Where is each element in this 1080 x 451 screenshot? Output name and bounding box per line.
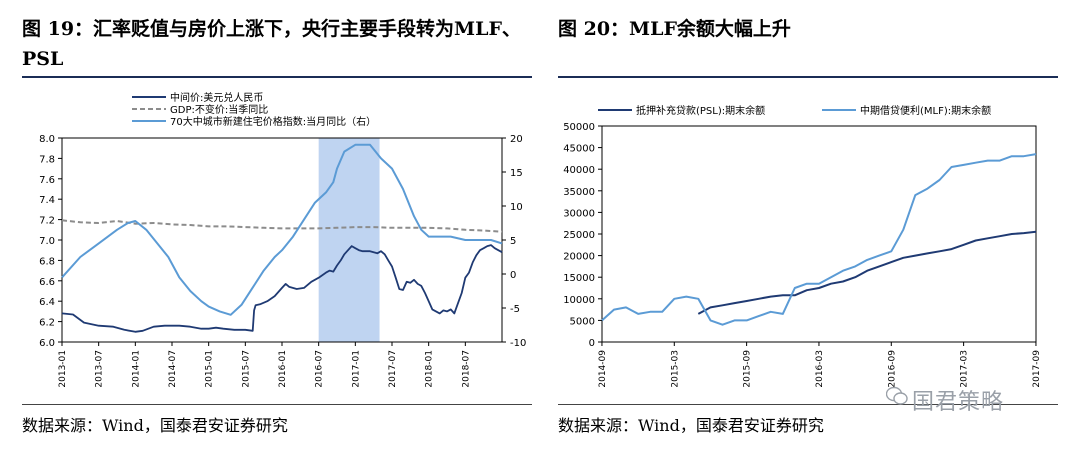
wechat-icon (886, 386, 908, 405)
y-tick-label: 35000 (563, 187, 595, 198)
x-tick-label: 2015-03 (670, 350, 680, 388)
right-tick-label: 5 (510, 236, 516, 247)
shaded-period (318, 138, 380, 342)
right-tick-label: -5 (510, 304, 520, 315)
left-tick-label: 7.8 (39, 154, 55, 165)
figure-19-title: 图 19：汇率贬值与房价上涨下，央行主要手段转为MLF、PSL (22, 18, 521, 70)
right-tick-label: 20 (510, 134, 523, 145)
y-tick-label: 15000 (563, 273, 595, 284)
legend-label-2: 中期借贷便利(MLF):期末余额 (860, 104, 991, 117)
legend-label-2: GDP:不变价:当季同比 (170, 103, 268, 116)
x-tick-label: 2014-07 (168, 350, 178, 388)
left-tick-label: 6.2 (39, 318, 55, 329)
source-note-left: 数据来源：Wind，国泰君安证券研究 (22, 416, 288, 435)
x-tick-label: 2017-03 (960, 350, 970, 388)
left-tick-label: 7.2 (39, 216, 55, 227)
x-tick-label: 2017-09 (1032, 350, 1042, 388)
x-tick-label: 2015-01 (205, 350, 215, 388)
bottom-rule-left (22, 404, 532, 405)
bottom-rule-right (558, 404, 1058, 405)
legend-label-3: 70大中城市新建住宅价格指数:当月同比（右） (170, 115, 376, 128)
series-line-1 (61, 244, 503, 333)
left-tick-label: 7.0 (39, 236, 55, 247)
y-tick-label: 25000 (563, 230, 595, 241)
x-tick-label: 2014-09 (598, 350, 608, 388)
y-tick-label: 5000 (570, 316, 595, 327)
x-tick-label: 2015-09 (743, 350, 753, 388)
y-tick-label: 30000 (563, 208, 595, 219)
y-tick-label: 10000 (563, 295, 595, 306)
x-tick-label: 2016-07 (315, 350, 325, 388)
series-line-2 (601, 153, 1037, 326)
x-tick-label: 2014-01 (131, 350, 141, 388)
left-tick-label: 6.4 (39, 297, 55, 308)
x-tick-label: 2013-01 (58, 350, 68, 388)
legend-label-1: 中间价:美元兑人民币 (170, 91, 263, 104)
figure-20-title: 图 20：MLF余额大幅上升 (558, 18, 791, 40)
figure-20-chart: 0 5000 10000 15000 20000 25000 30000 35000 40000… (563, 104, 1042, 388)
x-tick-label: 2016-09 (887, 350, 897, 388)
x-tick-label: 2018-01 (425, 350, 435, 388)
watermark-text: 国君策略 (912, 390, 1005, 415)
left-tick-label: 6.8 (39, 256, 55, 267)
source-note-right: 数据来源：Wind，国泰君安证券研究 (558, 416, 824, 435)
right-tick-label: 15 (510, 168, 523, 179)
right-tick-label: -10 (510, 338, 526, 349)
top-rule-left (22, 76, 532, 78)
left-tick-label: 6.0 (39, 338, 55, 349)
legend-label-1: 抵押补充贷款(PSL):期末余额 (636, 104, 765, 117)
y-tick-label: 50000 (563, 122, 595, 133)
x-tick-label: 2016-03 (815, 350, 825, 388)
left-tick-label: 7.6 (39, 175, 55, 186)
right-tick-label: 10 (510, 202, 523, 213)
y-tick-label: 45000 (563, 144, 595, 155)
series-line-3 (61, 143, 503, 316)
left-tick-label: 6.6 (39, 277, 55, 288)
x-tick-label: 2016-01 (278, 350, 288, 388)
y-tick-label: 0 (589, 338, 595, 349)
x-tick-label: 2018-07 (461, 350, 471, 388)
right-tick-label: 0 (510, 270, 516, 281)
left-tick-label: 7.4 (39, 195, 55, 206)
plot-frame (601, 125, 1037, 343)
left-tick-label: 8.0 (39, 134, 55, 145)
x-tick-label: 2015-07 (241, 350, 251, 388)
y-tick-label: 20000 (563, 252, 595, 263)
y-tick-label: 40000 (563, 165, 595, 176)
series-line-1 (697, 230, 1037, 315)
top-rule-right (558, 76, 1058, 78)
x-tick-label: 2013-07 (95, 350, 105, 388)
x-tick-label: 2017-01 (351, 350, 361, 388)
series-line-2 (61, 219, 503, 233)
figure-19-chart: 6.0 6.2 6.4 6.6 6.8 7.0 7.2 7.4 7.6 7.8 8.0 -10 -5 0 5… (39, 91, 526, 388)
x-tick-label: 2017-07 (388, 350, 398, 388)
